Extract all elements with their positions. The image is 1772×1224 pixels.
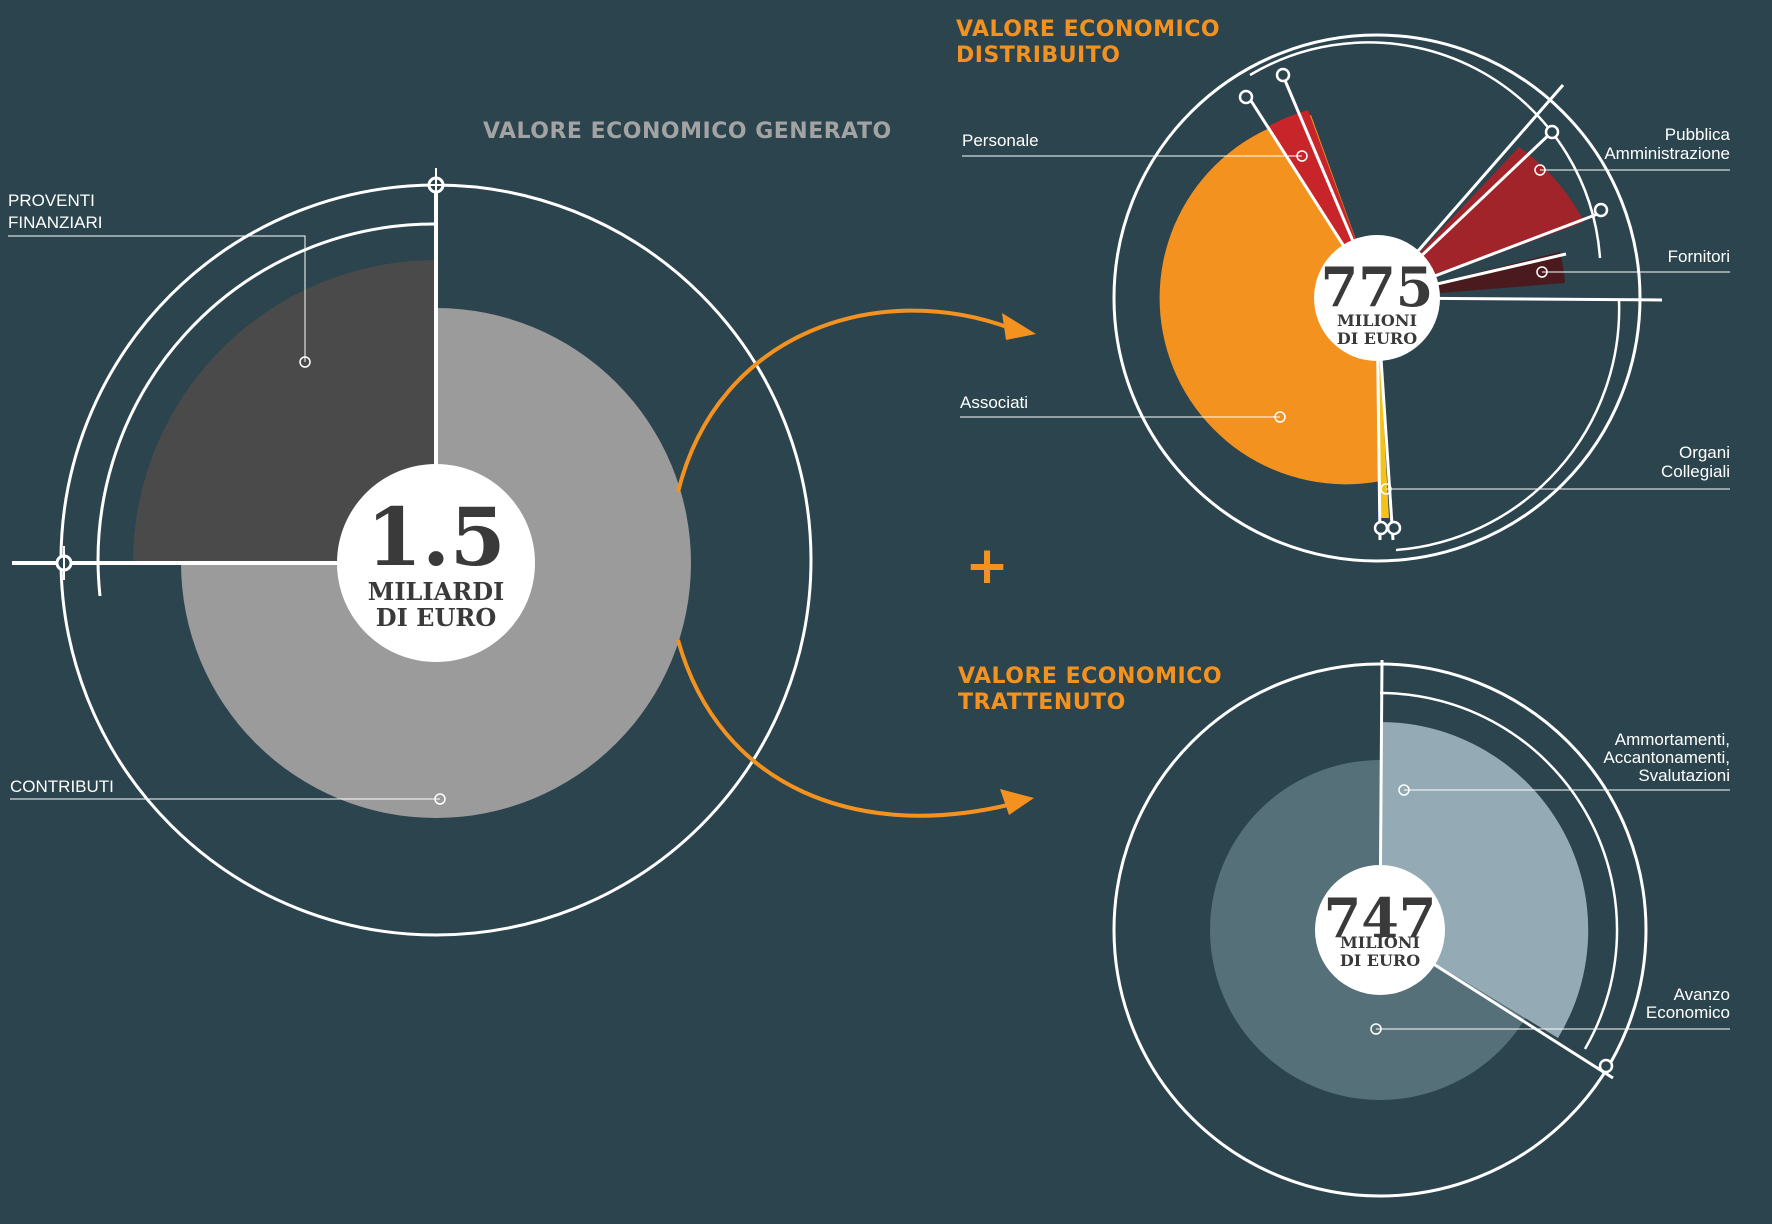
plus-sign: + <box>965 536 1009 596</box>
dot-ammortamenti <box>1398 784 1410 796</box>
spoke-markers <box>1238 67 1609 536</box>
spoke-marker-1 <box>1238 89 1254 105</box>
label-personale: Personale <box>962 131 1039 150</box>
dot-avanzo <box>1370 1023 1382 1035</box>
center-unit-trattenuto-1: MILIONI <box>1340 933 1420 952</box>
chart-title-generato: VALORE ECONOMICO GENERATO <box>483 119 892 144</box>
center-badge <box>337 464 535 662</box>
dot-fornitori <box>1536 266 1548 278</box>
outer-ring-distribuito <box>1112 33 1642 563</box>
chart-title-trattenuto-1: VALORE ECONOMICO <box>958 664 1222 689</box>
inner-arc-distribuito <box>1249 41 1602 259</box>
arrow-to-distribuito <box>676 308 1011 493</box>
spoke-marker-4 <box>1593 202 1609 218</box>
dot-pubblica <box>1534 164 1546 176</box>
label-associati: Associati <box>960 393 1028 412</box>
label-ammortamenti-2: Accantonamenti, <box>1603 748 1730 767</box>
center-unit-trattenuto-2: DI EURO <box>1340 951 1420 970</box>
spoke-marker-5 <box>1373 520 1389 536</box>
label-avanzo-1: Avanzo <box>1674 985 1730 1004</box>
spoke-marker-2 <box>1275 67 1291 83</box>
label-proventi-1: PROVENTI <box>8 191 95 210</box>
center-unit-distribuito-1: MILIONI <box>1337 311 1417 330</box>
label-pubblica-2: Amministrazione <box>1604 144 1730 163</box>
inner-arc <box>96 222 437 597</box>
label-avanzo-2: Economico <box>1646 1003 1730 1022</box>
label-organi-2: Collegiali <box>1661 462 1730 481</box>
center-unit-1: MILIARDI <box>368 577 505 606</box>
chart-title-distribuito-1: VALORE ECONOMICO <box>956 17 1220 42</box>
label-ammortamenti-1: Ammortamenti, <box>1615 730 1730 749</box>
label-ammortamenti-3: Svalutazioni <box>1638 766 1730 785</box>
label-proventi-2: FINANZIARI <box>8 213 102 232</box>
dot-proventi <box>299 356 311 368</box>
inner-arc-distribuito-2 <box>1395 299 1621 552</box>
label-fornitori: Fornitori <box>1668 247 1730 266</box>
center-value: 1.5 <box>366 490 505 584</box>
slice-proventi-finanziari <box>133 260 436 563</box>
arrowhead-distribuito <box>1002 313 1036 340</box>
spoke-marker-trattenuto <box>1598 1058 1614 1074</box>
dot-personale <box>1296 150 1308 162</box>
chart-title-trattenuto-2: TRATTENUTO <box>958 690 1126 715</box>
slice-pubblica-amministrazione <box>1377 147 1584 298</box>
inner-arc-trattenuto <box>1379 691 1619 1050</box>
chart-distribuito: VALORE ECONOMICO DISTRIBUITO <box>956 17 1731 563</box>
dot-associati <box>1274 411 1286 423</box>
chart-title-distribuito-2: DISTRIBUITO <box>956 43 1120 68</box>
arrow-to-trattenuto <box>676 639 1009 818</box>
label-pubblica-1: Pubblica <box>1665 125 1731 144</box>
label-organi-1: Organi <box>1679 443 1730 462</box>
center-unit-2: DI EURO <box>376 603 496 632</box>
label-contributi: CONTRIBUTI <box>10 777 114 796</box>
dot-contributi <box>434 793 446 805</box>
center-badge-trattenuto <box>1315 865 1445 995</box>
spoke-marker-3 <box>1544 124 1560 140</box>
center-value-trattenuto: 747 <box>1324 886 1437 950</box>
dot-organi <box>1380 483 1392 495</box>
center-badge-distribuito <box>1314 235 1440 361</box>
leader-proventi <box>8 235 306 362</box>
flow-arrows <box>676 308 1036 818</box>
chart-generato: VALORE ECONOMICO GENERATO 1.5 MILIARDI D… <box>8 119 892 937</box>
center-unit-distribuito-2: DI EURO <box>1337 329 1417 348</box>
arrowhead-trattenuto <box>1000 789 1034 815</box>
chart-trattenuto: VALORE ECONOMICO TRATTENUTO 747 MILIONI … <box>958 659 1730 1198</box>
spoke-marker-6 <box>1386 520 1402 536</box>
center-value-distribuito: 775 <box>1321 255 1434 319</box>
